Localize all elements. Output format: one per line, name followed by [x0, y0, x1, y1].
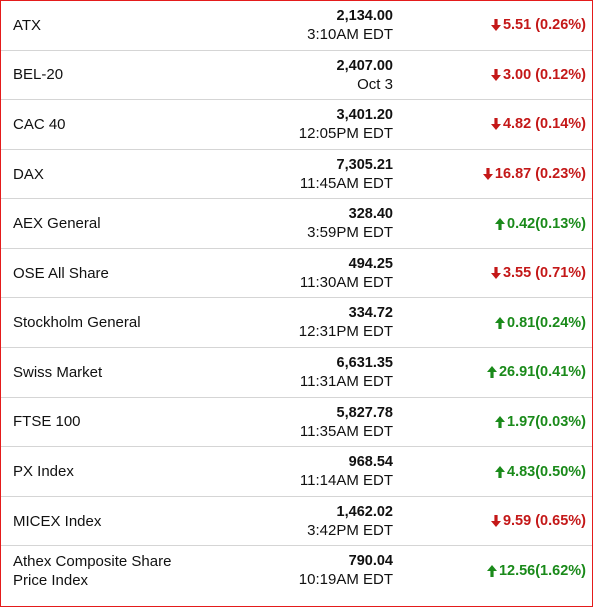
- index-price: 2,134.00: [336, 8, 393, 24]
- index-price: 968.54: [348, 454, 393, 471]
- index-row[interactable]: BEL-20 2,407.00 Oct 3 3.00 (0.12%): [1, 51, 592, 101]
- change-value: 0.42(0.13%): [507, 215, 586, 232]
- change-value: 1.97(0.03%): [507, 413, 586, 430]
- change-value: 16.87 (0.23%): [494, 166, 586, 183]
- index-row[interactable]: AEX General 328.40 3:59PM EDT 0.42(0.13%): [1, 199, 592, 249]
- index-price: 6,631.35: [336, 355, 393, 372]
- index-row[interactable]: ATX 2,134.00 3:10AM EDT 5.51 (0.26%): [1, 1, 592, 51]
- change-value: 4.82 (0.14%): [502, 116, 586, 133]
- index-change: 0.42(0.13%): [494, 199, 586, 248]
- index-change: 4.82 (0.14%): [490, 100, 586, 149]
- index-price: 3,401.20: [336, 107, 393, 124]
- index-price: 1,462.02: [336, 503, 393, 520]
- change-value: 3.00 (0.12%): [502, 66, 586, 83]
- index-time: Oct 3: [357, 75, 393, 93]
- arrow-down-icon: [490, 117, 502, 131]
- index-price: 334.72: [348, 305, 393, 322]
- index-name[interactable]: ATX: [13, 16, 42, 34]
- index-name[interactable]: DAX: [13, 165, 44, 183]
- index-name[interactable]: CAC 40: [13, 115, 66, 133]
- index-name[interactable]: OSE All Share: [13, 264, 109, 282]
- index-name[interactable]: PX Index: [13, 463, 74, 480]
- arrow-down-icon: [490, 266, 502, 280]
- arrow-up-icon: [494, 316, 506, 330]
- index-row[interactable]: DAX 7,305.21 11:45AM EDT 16.87 (0.23%): [1, 150, 592, 200]
- index-change: 5.51 (0.26%): [490, 1, 586, 50]
- index-time: 12:31PM EDT: [298, 323, 393, 341]
- index-row[interactable]: OSE All Share 494.25 11:30AM EDT 3.55 (0.71…: [1, 249, 592, 299]
- index-row[interactable]: Stockholm General 334.72 12:31PM EDT 0.81(0…: [1, 298, 592, 349]
- arrow-down-icon: [490, 68, 502, 82]
- index-price: 494.25: [348, 255, 393, 272]
- change-value: 12.56(1.62%): [498, 563, 586, 580]
- index-name[interactable]: MICEX Index: [13, 512, 102, 530]
- change-value: 9.59 (0.65%): [502, 513, 586, 530]
- index-name[interactable]: Stockholm General: [13, 314, 141, 332]
- index-change: 3.00 (0.12%): [490, 51, 586, 100]
- change-value: 0.81(0.24%): [507, 314, 586, 331]
- index-price: 790.04: [348, 553, 393, 570]
- arrow-down-icon: [490, 18, 502, 32]
- index-name[interactable]: AEX General: [13, 215, 101, 233]
- index-row[interactable]: MICEX Index 1,462.02 3:42PM EDT 9.59 (0.65%…: [1, 497, 592, 547]
- index-price: 5,827.78: [336, 404, 393, 421]
- index-price: 328.40: [348, 206, 393, 223]
- arrow-down-icon: [490, 514, 502, 528]
- index-time: 11:31AM EDT: [299, 373, 393, 391]
- index-time: 11:30AM EDT: [299, 273, 393, 291]
- index-time: 12:05PM EDT: [298, 125, 393, 143]
- index-change: 16.87 (0.23%): [482, 150, 586, 199]
- index-change: 9.59 (0.65%): [490, 497, 586, 546]
- index-time: 11:14AM EDT: [299, 472, 393, 490]
- index-row[interactable]: Swiss Market 6,631.35 11:31AM EDT 26.91(0.4…: [1, 348, 592, 398]
- index-row[interactable]: Athex Composite Share Price Index 790.04 1…: [1, 546, 592, 596]
- index-row[interactable]: CAC 40 3,401.20 12:05PM EDT 4.82 (0.14%): [1, 100, 592, 150]
- index-name[interactable]: FTSE 100: [13, 413, 81, 431]
- index-change: 4.83(0.50%): [494, 447, 586, 496]
- index-change: 3.55 (0.71%): [490, 249, 586, 298]
- index-row[interactable]: FTSE 100 5,827.78 11:35AM EDT 1.97(0.03%): [1, 398, 592, 448]
- index-time: 3:10AM EDT: [307, 26, 393, 43]
- index-time: 10:19AM EDT: [298, 571, 393, 589]
- index-time: 11:45AM EDT: [299, 174, 393, 192]
- index-row[interactable]: PX Index 968.54 11:14AM EDT 4.83(0.50%): [1, 447, 592, 497]
- index-price: 7,305.21: [336, 156, 393, 173]
- index-change: 0.81(0.24%): [494, 298, 586, 347]
- index-name[interactable]: BEL-20: [13, 66, 64, 84]
- arrow-up-icon: [486, 365, 498, 379]
- index-time: 11:35AM EDT: [299, 422, 393, 440]
- arrow-up-icon: [486, 564, 498, 578]
- change-value: 5.51 (0.26%): [502, 17, 586, 34]
- change-value: 26.91(0.41%): [498, 364, 586, 381]
- index-time: 3:42PM EDT: [307, 521, 393, 539]
- index-time: 3:59PM EDT: [307, 224, 393, 242]
- index-name[interactable]: Athex Composite Share Price Index: [13, 553, 172, 590]
- index-name[interactable]: Swiss Market: [13, 363, 103, 381]
- index-change: 26.91(0.41%): [486, 348, 586, 397]
- index-change: 12.56(1.62%): [486, 546, 586, 596]
- arrow-down-icon: [482, 167, 494, 181]
- arrow-up-icon: [494, 415, 506, 429]
- change-value: 4.83(0.50%): [507, 463, 586, 480]
- arrow-up-icon: [494, 217, 506, 231]
- change-value: 3.55 (0.71%): [502, 265, 586, 282]
- index-price: 2,407.00: [336, 57, 393, 74]
- arrow-up-icon: [494, 465, 506, 479]
- index-change: 1.97(0.03%): [494, 398, 586, 447]
